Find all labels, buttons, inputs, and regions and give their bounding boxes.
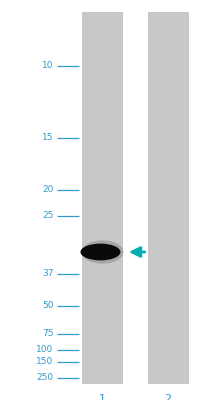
Ellipse shape [80, 244, 120, 260]
Ellipse shape [81, 240, 123, 264]
Text: 15: 15 [42, 134, 53, 142]
Text: 250: 250 [36, 374, 53, 382]
Text: 2: 2 [164, 394, 171, 400]
Text: 75: 75 [42, 330, 53, 338]
Text: 1: 1 [99, 394, 105, 400]
Bar [147, 12, 188, 384]
Text: 100: 100 [36, 346, 53, 354]
Text: 37: 37 [42, 270, 53, 278]
Text: 150: 150 [36, 358, 53, 366]
Text: 20: 20 [42, 186, 53, 194]
Text: 10: 10 [42, 62, 53, 70]
Text: 25: 25 [42, 212, 53, 220]
Text: 50: 50 [42, 302, 53, 310]
Bar [82, 12, 122, 384]
